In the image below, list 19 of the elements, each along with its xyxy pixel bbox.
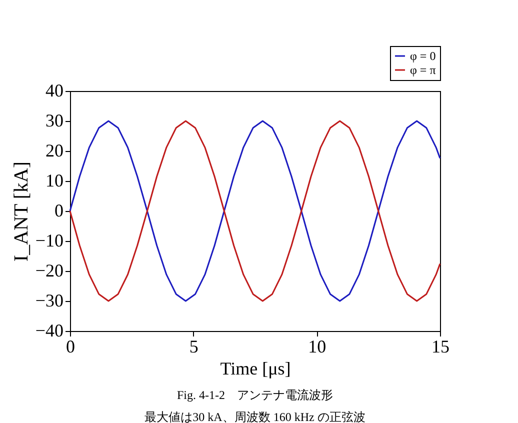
x-axis-title: Time [μs] [220,358,291,378]
x-tick-label: 5 [189,336,198,356]
y-tick-label: 10 [46,170,64,190]
x-tick-label: 10 [308,336,326,356]
text: 最大値は30 kA、周波数 160 kHz の正弦波 [144,410,366,423]
y-tick-label: −10 [35,230,64,250]
y-tick-label: 30 [46,110,64,130]
line-series [69,120,441,302]
y-tick-label: −30 [35,290,64,310]
y-axis-title: I_ANT [kA] [10,161,32,262]
y-tick-label: −40 [35,320,64,340]
y-tick-label: 0 [54,200,64,220]
x-tick-label: 15 [432,336,450,356]
caption: Fig. 4-1-2 アンテナ電流波形 [177,388,333,402]
y-tick-label: 20 [46,140,64,160]
legend-label: φ = 0 [410,49,436,63]
legend-label: φ = π [410,63,436,77]
y-tick-label: 40 [46,80,64,100]
y-tick-label: −20 [35,260,64,280]
